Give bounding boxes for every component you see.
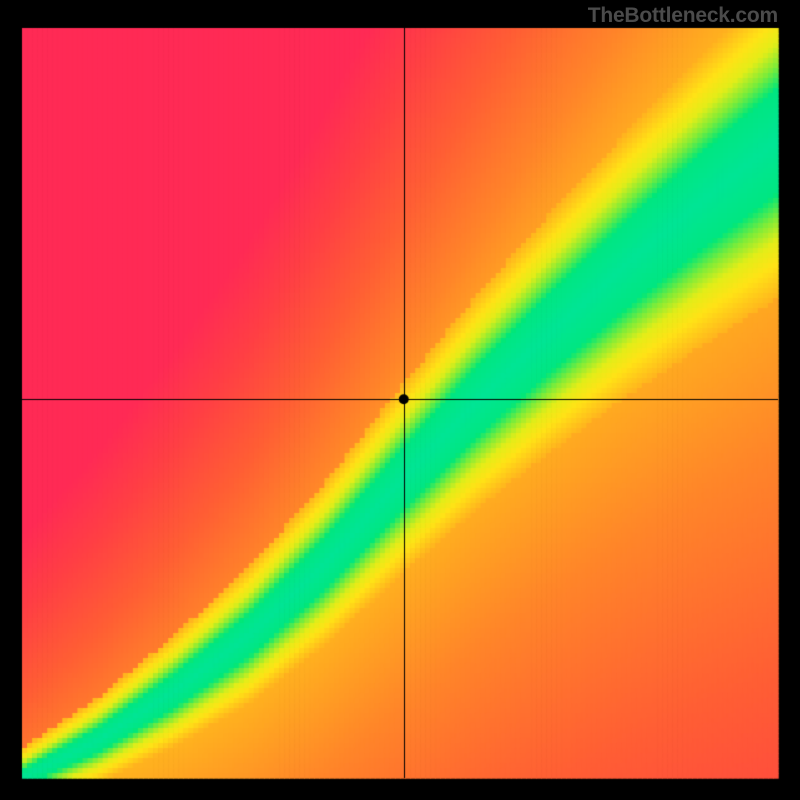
bottleneck-heatmap [0, 0, 800, 800]
chart-container: TheBottleneck.com [0, 0, 800, 800]
watermark: TheBottleneck.com [588, 4, 778, 28]
